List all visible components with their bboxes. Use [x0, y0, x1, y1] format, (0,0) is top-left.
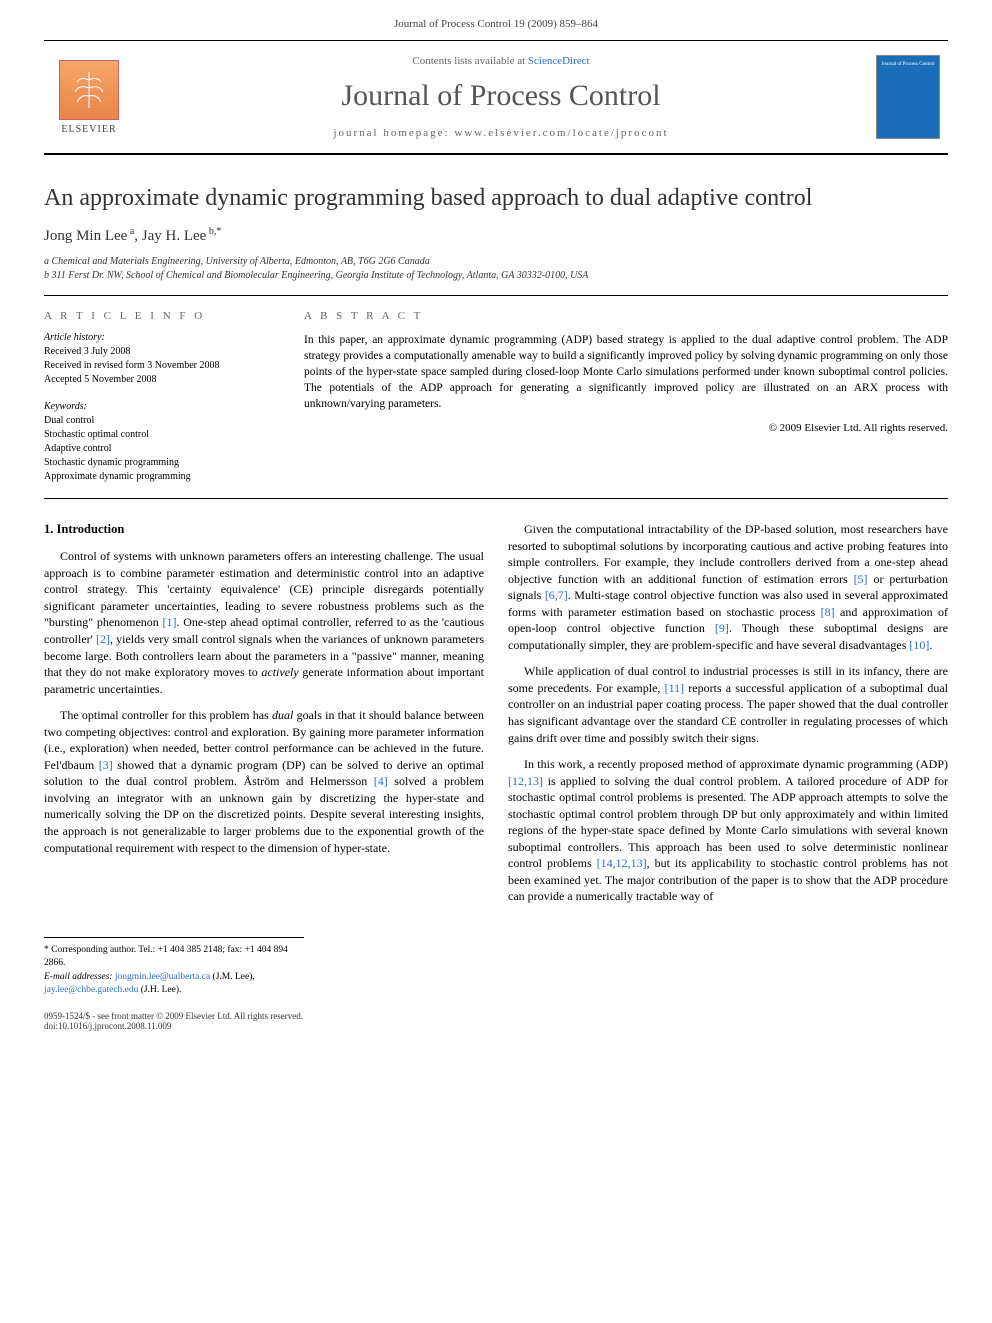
- keyword-1: Dual control: [44, 414, 274, 428]
- footnote-block: * Corresponding author. Tel.: +1 404 385…: [44, 937, 304, 997]
- journal-name: Journal of Process Control: [134, 79, 868, 113]
- body-p2: The optimal controller for this problem …: [44, 707, 484, 856]
- journal-banner: ELSEVIER Contents lists available at Sci…: [44, 40, 948, 155]
- email-link-2[interactable]: jay.lee@chbe.gatech.edu: [44, 985, 138, 995]
- body-left-column: 1. Introduction Control of systems with …: [44, 521, 484, 915]
- divider-top: [44, 295, 948, 296]
- author-1: Jong Min Lee: [44, 228, 127, 244]
- footer-line-2: doi:10.1016/j.jprocont.2008.11.009: [44, 1021, 948, 1031]
- keyword-5: Approximate dynamic programming: [44, 470, 274, 484]
- author-1-affil: a: [127, 226, 134, 237]
- ref-link-67[interactable]: [6,7]: [545, 588, 568, 602]
- running-header: Journal of Process Control 19 (2009) 859…: [0, 0, 992, 40]
- elsevier-tree-icon: [59, 60, 119, 120]
- abstract-text: In this paper, an approximate dynamic pr…: [304, 332, 948, 412]
- section-1-heading: 1. Introduction: [44, 521, 484, 538]
- history-label: Article history:: [44, 332, 274, 343]
- email-owner-2: (J.H. Lee).: [141, 985, 182, 995]
- email-owner-1: (J.M. Lee),: [213, 972, 255, 982]
- abstract-heading: A B S T R A C T: [304, 310, 948, 322]
- body-p4: While application of dual control to ind…: [508, 663, 948, 746]
- ref-link-1[interactable]: [1]: [163, 615, 177, 629]
- keywords-label: Keywords:: [44, 401, 274, 412]
- article-title: An approximate dynamic programming based…: [44, 185, 948, 212]
- article-info-heading: A R T I C L E I N F O: [44, 310, 274, 322]
- article-info: A R T I C L E I N F O Article history: R…: [44, 310, 274, 484]
- ref-link-11[interactable]: [11]: [665, 681, 685, 695]
- corresponding-author: * Corresponding author. Tel.: +1 404 385…: [44, 944, 304, 971]
- ref-link-141213[interactable]: [14,12,13]: [597, 856, 647, 870]
- affiliation-b: b 311 Ferst Dr. NW, School of Chemical a…: [44, 269, 948, 283]
- ref-link-3[interactable]: [3]: [99, 758, 113, 772]
- affiliations: a Chemical and Materials Engineering, Un…: [44, 255, 948, 283]
- body-p3: Given the computational intractability o…: [508, 521, 948, 653]
- history-revised: Received in revised form 3 November 2008: [44, 359, 274, 373]
- email-line: E-mail addresses: jongmin.lee@ualberta.c…: [44, 971, 304, 998]
- ref-link-2[interactable]: [2]: [96, 632, 110, 646]
- ref-link-1213[interactable]: [12,13]: [508, 774, 543, 788]
- page-footer: 0959-1524/$ - see front matter © 2009 El…: [44, 1011, 948, 1031]
- ref-link-4[interactable]: [4]: [374, 774, 388, 788]
- abstract-copyright: © 2009 Elsevier Ltd. All rights reserved…: [304, 422, 948, 434]
- keyword-3: Adaptive control: [44, 442, 274, 456]
- cover-thumb-text: Journal of Process Control: [881, 62, 934, 67]
- journal-homepage: journal homepage: www.elsevier.com/locat…: [134, 127, 868, 139]
- history-accepted: Accepted 5 November 2008: [44, 373, 274, 387]
- ref-link-8[interactable]: [8]: [821, 605, 835, 619]
- email-link-1[interactable]: jongmin.lee@ualberta.ca: [115, 972, 210, 982]
- ref-link-10[interactable]: [10]: [909, 638, 929, 652]
- email-label: E-mail addresses:: [44, 972, 113, 982]
- body-right-column: Given the computational intractability o…: [508, 521, 948, 915]
- ref-link-5[interactable]: [5]: [854, 572, 868, 586]
- sciencedirect-link[interactable]: ScienceDirect: [528, 55, 590, 67]
- author-list: Jong Min Lee a, Jay H. Lee b,*: [44, 226, 948, 245]
- keyword-4: Stochastic dynamic programming: [44, 456, 274, 470]
- publisher-name: ELSEVIER: [61, 124, 116, 135]
- divider-bottom: [44, 498, 948, 499]
- journal-cover-thumb: Journal of Process Control: [876, 55, 940, 139]
- info-abstract-row: A R T I C L E I N F O Article history: R…: [44, 310, 948, 484]
- contents-prefix: Contents lists available at: [412, 55, 527, 67]
- body-columns: 1. Introduction Control of systems with …: [44, 521, 948, 915]
- affiliation-a: a Chemical and Materials Engineering, Un…: [44, 255, 948, 269]
- footer-line-1: 0959-1524/$ - see front matter © 2009 El…: [44, 1011, 948, 1021]
- banner-center: Contents lists available at ScienceDirec…: [134, 41, 868, 153]
- body-p5: In this work, a recently proposed method…: [508, 756, 948, 905]
- abstract-block: A B S T R A C T In this paper, an approx…: [304, 310, 948, 484]
- author-2: Jay H. Lee: [142, 228, 207, 244]
- history-received: Received 3 July 2008: [44, 345, 274, 359]
- publisher-logo: ELSEVIER: [44, 41, 134, 153]
- body-p1: Control of systems with unknown paramete…: [44, 548, 484, 697]
- author-2-affil: b,*: [206, 226, 221, 237]
- ref-link-9[interactable]: [9]: [715, 621, 729, 635]
- keyword-2: Stochastic optimal control: [44, 428, 274, 442]
- contents-available-line: Contents lists available at ScienceDirec…: [134, 55, 868, 67]
